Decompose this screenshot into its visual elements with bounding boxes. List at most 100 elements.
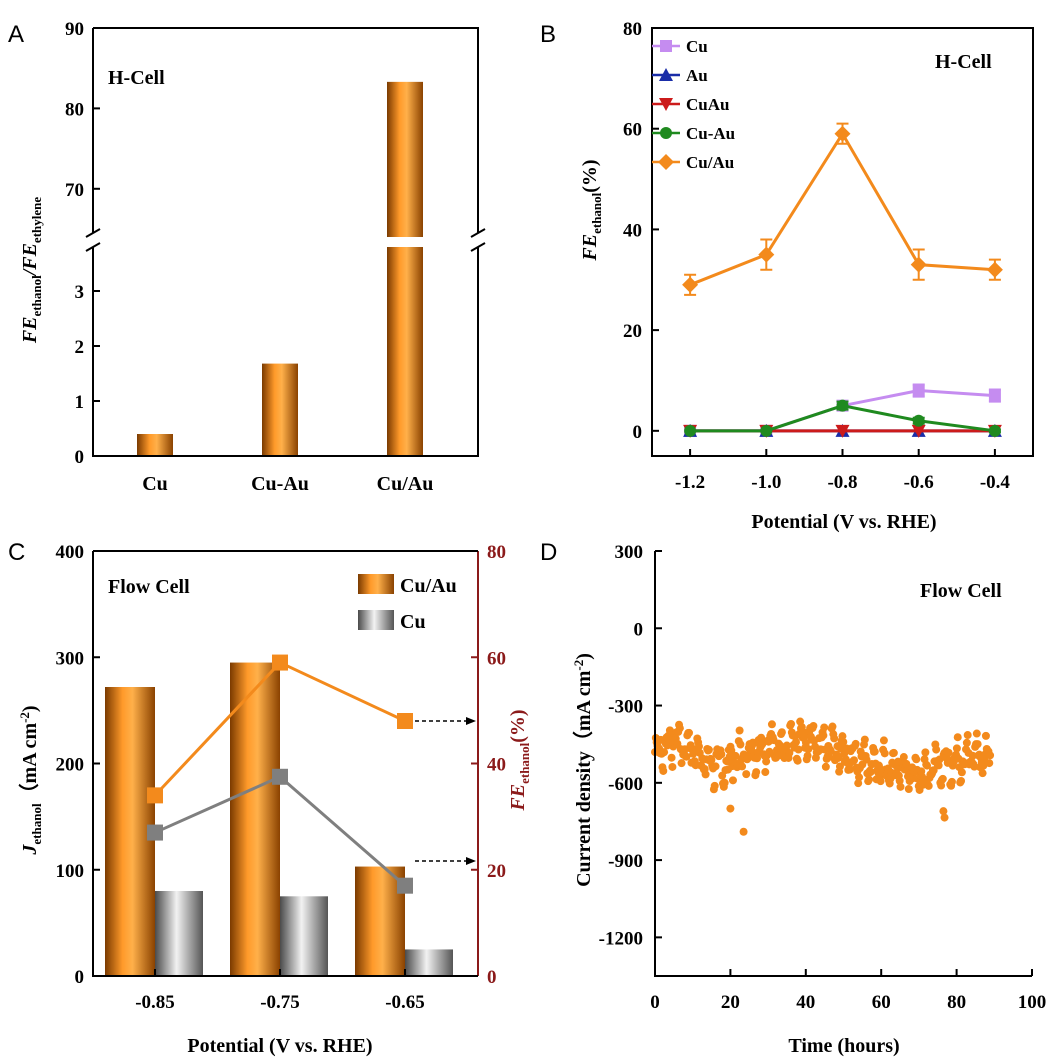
panel-d-point xyxy=(860,735,869,744)
panel-d-ylabel-close: ) xyxy=(573,653,595,660)
panel-c-ytick-label-left: 300 xyxy=(56,648,85,669)
panel-d-frame xyxy=(654,551,1032,977)
panel-b-legend-marker xyxy=(658,154,674,170)
panel-d-point xyxy=(839,737,848,746)
panel-d-xtick-label: 80 xyxy=(947,992,966,1013)
panel-b-point xyxy=(912,414,925,427)
panel-c-ylabel-left-close: ) xyxy=(19,705,41,712)
panel-c-dashed-arrows xyxy=(415,717,476,865)
panel-d-point xyxy=(938,774,947,783)
panel-b-ylabel-sub: ethanol xyxy=(589,192,604,234)
panel-d-point xyxy=(854,779,863,788)
panel-d-point xyxy=(957,776,966,785)
panel-d-point xyxy=(793,756,802,765)
panel-label-d: D xyxy=(540,539,557,566)
panel-a-xtick-label: Cu xyxy=(142,473,168,495)
panel-d-point xyxy=(895,776,904,785)
panel-d-point xyxy=(921,748,930,757)
panel-c-bar-cuau xyxy=(230,662,280,976)
panel-c-fe-point xyxy=(397,877,413,894)
panel-d-point xyxy=(819,731,828,740)
panel-d-point xyxy=(962,738,971,747)
panel-a-ylabel-main: FE xyxy=(19,316,41,344)
panel-d-point xyxy=(738,762,747,771)
panel-d-point xyxy=(896,782,905,791)
panel-c-xtick-label: -0.65 xyxy=(385,992,425,1013)
panel-d-point xyxy=(791,738,800,747)
panel-d-point xyxy=(804,745,813,754)
panel-a-ytick-label-lower: 2 xyxy=(75,337,85,358)
panel-a-xtick-label: Cu-Au xyxy=(251,473,309,495)
panel-a-xtick-label: Cu/Au xyxy=(377,473,434,495)
panel-b-point xyxy=(986,261,1003,278)
panel-d-point xyxy=(710,781,719,790)
panel-b: B H-Cell FEethanol(%) Potential (V vs. R… xyxy=(540,19,1034,533)
panel-b-legend-marker xyxy=(659,98,673,111)
panel-b-point xyxy=(912,384,925,397)
panel-d-point xyxy=(736,740,745,749)
panel-b-legend-marker xyxy=(660,40,672,52)
panel-b-legend-marker xyxy=(659,68,673,81)
panel-d-point xyxy=(753,754,762,763)
panel-b-legend-marker xyxy=(660,127,672,139)
panel-d-point xyxy=(902,759,911,768)
panel-d-point xyxy=(828,722,837,731)
panel-c-ytick-label-left: 0 xyxy=(75,967,85,988)
panel-d-outlier xyxy=(939,807,948,816)
panel-a-ytick-label-lower: 3 xyxy=(75,282,85,303)
panel-b-legend-label: Cu-Au xyxy=(686,124,735,143)
panel-d-point xyxy=(855,773,864,782)
panel-b-annotation: H-Cell xyxy=(935,51,992,73)
panel-a-ytick-label-upper: 80 xyxy=(65,99,84,120)
panel-d-point xyxy=(685,728,694,737)
panel-d-point xyxy=(912,755,921,764)
panel-b-point xyxy=(836,399,849,412)
panel-d-point xyxy=(924,781,933,790)
panel-a-ylabel-mid: /FE xyxy=(19,243,41,277)
panel-d-ytick-label: -600 xyxy=(608,774,643,795)
panel-c-ylabel-left: Jethanol（mA cm-2) xyxy=(17,705,44,855)
panel-label-b: B xyxy=(540,21,556,48)
panel-b-point xyxy=(988,389,1001,402)
panel-b-point xyxy=(760,424,773,437)
panel-d-point xyxy=(953,733,962,742)
panel-d-point xyxy=(972,729,981,738)
panel-d-point xyxy=(889,748,898,757)
panel-b-point xyxy=(758,246,775,263)
panel-c-bar-cu xyxy=(155,891,203,976)
panel-c-ylabel-left-main: J xyxy=(19,844,41,856)
panel-c-xtick-label: -0.85 xyxy=(135,992,175,1013)
panel-b-legend-label: Cu xyxy=(686,37,708,56)
panel-d-point xyxy=(720,778,729,787)
panel-d-annotation: Flow Cell xyxy=(920,580,1002,602)
panel-b-series-line xyxy=(689,130,995,287)
panel-c-ytick-label-right: 80 xyxy=(487,542,506,563)
panel-d-point xyxy=(701,770,710,779)
panel-d-outlier xyxy=(726,804,735,813)
panel-c-bar-cu xyxy=(405,949,453,976)
panel-d-point xyxy=(834,753,843,762)
panel-d-ytick-label: -900 xyxy=(608,851,643,872)
panel-label-a: A xyxy=(8,21,24,48)
panel-b-legend-label: Au xyxy=(686,66,708,85)
panel-a-annotation: H-Cell xyxy=(108,67,165,89)
panel-d-point xyxy=(767,720,776,729)
panel-d-point xyxy=(826,747,835,756)
panel-d-point xyxy=(870,747,879,756)
panel-d-point xyxy=(973,740,982,749)
panel-b-xtick-label: -1.2 xyxy=(675,472,705,493)
panel-d-point xyxy=(731,751,740,760)
panel-d-point xyxy=(735,726,744,735)
panel-d-point xyxy=(667,753,676,762)
panel-d-outlier xyxy=(940,813,949,822)
panel-d-point xyxy=(787,720,796,729)
panel-c-ylabel-right-sub: ethanol xyxy=(517,742,532,784)
panel-d-point xyxy=(659,766,668,775)
panel-b-ylabel-unit: (%) xyxy=(579,159,601,192)
panel-b-xtick-label: -0.8 xyxy=(827,472,857,493)
panel-c-ytick-label-right: 60 xyxy=(487,648,506,669)
panel-b-ytick-label: 0 xyxy=(633,422,643,443)
panel-c-fe-point xyxy=(147,787,163,804)
panel-d-point xyxy=(717,750,726,759)
